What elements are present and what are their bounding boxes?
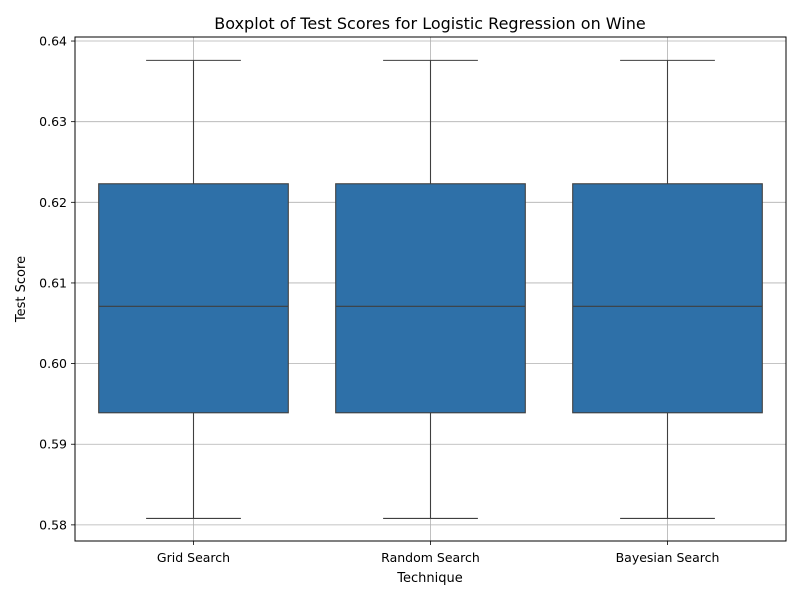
y-axis-label: Test Score: [14, 256, 29, 323]
box-group: [98, 59, 289, 519]
y-tick-label: 0.62: [39, 195, 67, 210]
x-axis-label: Technique: [396, 571, 462, 586]
box-layer: [98, 59, 763, 519]
box-group: [572, 59, 763, 519]
x-tick-label: Bayesian Search: [616, 550, 720, 565]
y-tick-label: 0.59: [39, 437, 67, 452]
y-tick-label: 0.63: [39, 114, 67, 129]
y-tick-label: 0.64: [39, 34, 67, 49]
box-iqr: [572, 183, 763, 414]
chart-title: Boxplot of Test Scores for Logistic Regr…: [214, 14, 645, 33]
box-group: [335, 59, 526, 519]
box-iqr: [98, 183, 289, 414]
y-tick-label: 0.61: [39, 275, 67, 290]
y-tick-label: 0.58: [39, 517, 67, 532]
x-tick-label: Grid Search: [157, 550, 230, 565]
y-tick-label: 0.60: [39, 356, 67, 371]
x-tick-label: Random Search: [381, 550, 480, 565]
box-iqr: [335, 183, 526, 414]
tick-layer: 0.58 0.59 0.60 0.61 0.62 0.63 0.64 Grid Search R…: [39, 34, 719, 565]
